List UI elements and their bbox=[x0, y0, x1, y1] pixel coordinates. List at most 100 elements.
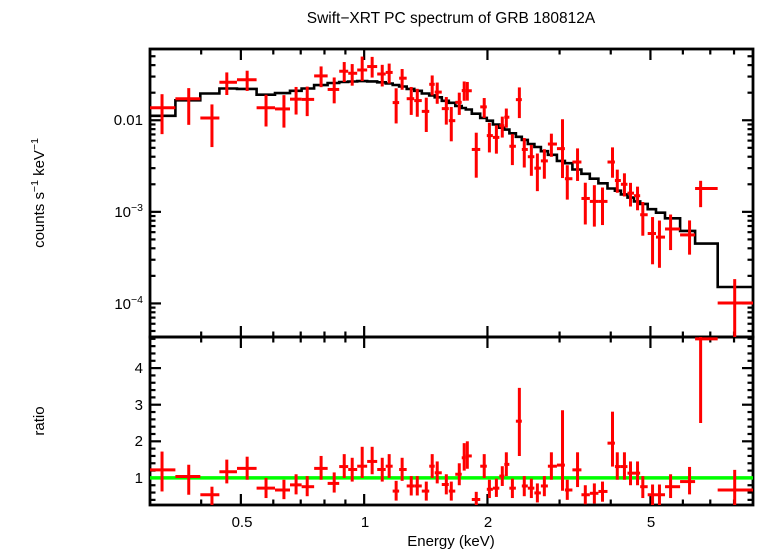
ratio-tick-label-4: 4 bbox=[135, 360, 143, 377]
ratio-data-point bbox=[607, 411, 615, 467]
spectrum-data-point bbox=[434, 82, 442, 104]
ratio-data-point bbox=[219, 459, 237, 484]
axis-labels: 0.01 10−3 10−4 4 3 2 1 0.5 1 2 5 Energy … bbox=[29, 112, 655, 550]
ratio-data-point bbox=[461, 443, 466, 471]
ratio-tick-label-2: 2 bbox=[135, 433, 143, 450]
spectrum-data-point bbox=[274, 95, 291, 128]
spectrum-data-point bbox=[150, 94, 176, 135]
spectrum-data-point bbox=[236, 70, 257, 91]
ratio-data-point bbox=[392, 480, 400, 501]
ratio-data-point bbox=[471, 491, 481, 505]
spectrum-data-point bbox=[175, 88, 201, 125]
spectrum-data-point bbox=[572, 148, 582, 181]
spectrum-data-point bbox=[695, 180, 718, 208]
ratio-data-point bbox=[448, 481, 456, 501]
ratio-data-point bbox=[377, 457, 386, 482]
ratio-data-point bbox=[620, 452, 628, 480]
ratio-data-point bbox=[486, 479, 493, 499]
spectrum-data-point bbox=[509, 134, 516, 166]
spectrum-data-point bbox=[385, 63, 393, 84]
spectrum-data-point bbox=[680, 220, 696, 255]
spectrum-data-point bbox=[620, 173, 628, 197]
spectrum-data-point bbox=[607, 147, 615, 178]
ratio-data-point bbox=[515, 387, 522, 456]
spectrum-data-point bbox=[540, 149, 548, 179]
ratio-data-point bbox=[314, 455, 328, 480]
spectrum-data-point bbox=[339, 62, 349, 82]
spectrum-data-point bbox=[492, 125, 500, 154]
y-tick-label-0p01: 0.01 bbox=[114, 112, 143, 129]
ratio-data-point bbox=[627, 461, 635, 486]
ratio-data-point bbox=[656, 484, 666, 505]
ratio-data-point bbox=[521, 476, 528, 497]
spectrum-data-point bbox=[534, 153, 541, 192]
model-step-line bbox=[150, 79, 753, 289]
ratio-data-point bbox=[527, 478, 535, 499]
ratio-data-point bbox=[150, 451, 176, 492]
spectrum-data-point bbox=[219, 72, 237, 96]
counts-axis-title: counts s−1 keV−1 bbox=[29, 138, 48, 248]
ratio-data-point bbox=[327, 472, 340, 493]
spectrum-data-point bbox=[647, 217, 657, 265]
spectrum-data-point bbox=[455, 92, 462, 115]
spectrum-data-point bbox=[581, 182, 590, 225]
spectrum-data-point bbox=[465, 81, 472, 101]
ratio-data-point bbox=[236, 456, 257, 480]
panel-frames bbox=[148, 47, 755, 507]
spectrum-data-point bbox=[598, 187, 608, 226]
spectrum-data-point bbox=[256, 94, 275, 127]
ratio-data-point bbox=[406, 476, 415, 496]
ratio-data-points bbox=[150, 337, 753, 505]
spectrum-data-point bbox=[665, 214, 681, 251]
spectrum-data-point bbox=[377, 64, 386, 87]
spectrum-data-point bbox=[357, 56, 368, 82]
spectrum-data-point bbox=[640, 201, 648, 236]
ratio-data-point bbox=[556, 410, 565, 491]
spectrum-data-point bbox=[504, 108, 510, 128]
ratio-data-point bbox=[200, 486, 220, 505]
spectrum-data-point bbox=[314, 66, 328, 88]
ratio-data-point bbox=[367, 446, 378, 475]
ratio-data-point bbox=[455, 463, 462, 486]
ratio-tick-label-3: 3 bbox=[135, 397, 143, 414]
ratio-data-point bbox=[547, 452, 557, 480]
spectrum-data-point bbox=[392, 88, 400, 124]
spectrum-data-point bbox=[441, 97, 449, 125]
spectrum-data-point bbox=[406, 86, 415, 115]
ratio-data-point bbox=[581, 485, 590, 505]
spectrum-data-point bbox=[399, 69, 407, 90]
ratio-data-point bbox=[256, 477, 275, 499]
ratio-data-point bbox=[175, 464, 201, 495]
spectrum-data-points bbox=[150, 56, 753, 337]
spectrum-data-point bbox=[348, 64, 358, 86]
spectrum-data-point bbox=[515, 87, 522, 119]
ratio-data-point bbox=[509, 478, 516, 499]
y-tick-label-1e-3: 10−3 bbox=[114, 202, 143, 221]
x-tick-label-5: 5 bbox=[647, 514, 655, 531]
ratio-data-point bbox=[534, 483, 541, 503]
ratio-data-point bbox=[301, 476, 315, 497]
ratio-axis-title: ratio bbox=[31, 406, 48, 435]
ratio-data-point bbox=[414, 476, 422, 496]
spectrum-data-point bbox=[200, 104, 220, 148]
ratio-data-point bbox=[717, 469, 753, 505]
ratio-data-point bbox=[589, 483, 599, 504]
spectrum-data-point bbox=[527, 144, 535, 176]
x-tick-label-2: 2 bbox=[484, 514, 492, 531]
spectrum-data-point bbox=[589, 185, 599, 227]
spectrum-data-point bbox=[367, 56, 378, 78]
spectrum-data-point bbox=[564, 165, 573, 200]
spectrum-data-point bbox=[290, 86, 302, 115]
spectrum-data-point bbox=[521, 137, 528, 168]
spectrum-data-point bbox=[327, 77, 340, 104]
ratio-data-point bbox=[492, 478, 500, 497]
spectrum-data-point bbox=[614, 169, 621, 193]
spectrum-data-point bbox=[486, 122, 493, 153]
ratio-data-point bbox=[429, 454, 435, 478]
ratio-data-point bbox=[499, 466, 505, 486]
spectrum-data-point bbox=[301, 86, 315, 117]
spectrum-data-point bbox=[480, 98, 487, 118]
spectrum-data-point bbox=[448, 107, 456, 142]
